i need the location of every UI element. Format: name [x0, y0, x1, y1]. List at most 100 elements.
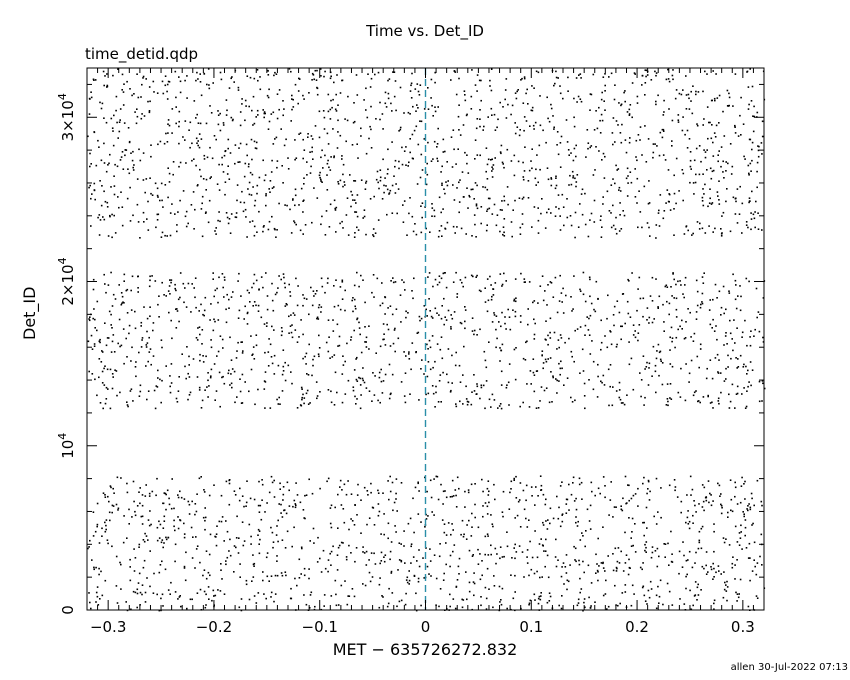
data-point	[204, 212, 207, 214]
data-point	[467, 489, 470, 491]
data-point	[204, 389, 206, 391]
data-point	[519, 405, 521, 408]
data-point	[560, 607, 563, 610]
data-point	[722, 110, 724, 113]
data-point	[316, 197, 319, 199]
data-point	[263, 380, 266, 382]
data-point	[278, 503, 280, 505]
data-point	[710, 494, 712, 496]
data-point	[302, 233, 304, 235]
y-tick-base: 10	[59, 440, 77, 459]
data-point	[261, 483, 264, 486]
data-point	[118, 284, 120, 286]
data-point	[380, 551, 383, 554]
data-point	[223, 382, 226, 385]
data-point	[347, 379, 350, 382]
data-point	[499, 273, 502, 275]
data-point	[183, 498, 186, 500]
data-point	[103, 142, 105, 145]
data-point	[128, 141, 131, 144]
data-point	[204, 507, 206, 509]
data-point	[427, 392, 430, 395]
data-point	[383, 533, 385, 536]
data-point	[316, 561, 319, 563]
data-point	[272, 111, 275, 114]
data-point	[136, 505, 139, 507]
data-point	[142, 77, 144, 79]
data-point	[361, 377, 364, 380]
data-point	[616, 560, 619, 563]
data-point	[556, 311, 559, 314]
data-point	[237, 89, 240, 91]
data-point	[283, 108, 285, 110]
data-point	[337, 345, 339, 347]
data-point	[657, 511, 659, 513]
data-point	[237, 86, 240, 89]
data-point	[446, 161, 448, 163]
data-point	[175, 308, 177, 310]
data-point	[631, 82, 634, 84]
data-point	[474, 223, 476, 226]
data-point	[386, 173, 389, 175]
data-point	[454, 232, 456, 234]
data-point	[494, 157, 496, 159]
data-point	[228, 550, 230, 552]
data-point	[102, 216, 104, 218]
data-point	[111, 387, 114, 390]
data-point	[503, 235, 506, 237]
data-point	[711, 124, 713, 126]
data-point	[387, 328, 390, 331]
data-point	[467, 172, 470, 174]
data-point	[670, 286, 672, 288]
data-point	[200, 476, 202, 478]
data-point	[359, 407, 362, 410]
data-point	[639, 211, 642, 213]
data-point	[754, 226, 756, 229]
data-point	[455, 506, 458, 508]
data-point	[562, 97, 564, 100]
data-point	[420, 120, 423, 123]
data-point	[710, 568, 713, 571]
data-point	[504, 98, 506, 101]
data-point	[626, 111, 629, 113]
data-point	[256, 109, 259, 112]
data-point	[590, 212, 593, 215]
data-point	[149, 279, 151, 282]
data-point	[217, 219, 219, 222]
data-point	[252, 353, 254, 356]
data-point	[236, 199, 238, 202]
data-point	[445, 319, 448, 321]
data-point	[470, 403, 473, 406]
data-point	[569, 564, 571, 566]
data-point	[169, 293, 171, 295]
data-point	[618, 102, 620, 104]
data-point	[672, 273, 674, 275]
data-point	[539, 95, 541, 97]
data-point	[544, 358, 547, 361]
data-point	[377, 181, 379, 184]
data-point	[399, 294, 402, 296]
data-point	[549, 357, 552, 359]
data-point	[608, 76, 610, 78]
data-point	[193, 100, 196, 102]
data-point	[433, 554, 436, 556]
data-point	[521, 198, 524, 200]
data-point	[498, 321, 500, 323]
data-point	[609, 331, 612, 333]
data-point	[318, 174, 321, 177]
data-point	[450, 136, 453, 138]
data-point	[473, 198, 475, 200]
data-point	[215, 233, 217, 235]
data-point	[237, 317, 240, 319]
data-point	[350, 190, 352, 193]
data-point	[365, 180, 368, 183]
data-point	[692, 340, 695, 342]
data-point	[368, 325, 370, 327]
data-point	[559, 367, 562, 370]
data-point	[741, 336, 743, 338]
data-point	[359, 384, 362, 386]
data-point	[229, 232, 232, 234]
data-point	[378, 371, 381, 374]
data-point	[558, 380, 560, 382]
data-point	[692, 182, 695, 184]
